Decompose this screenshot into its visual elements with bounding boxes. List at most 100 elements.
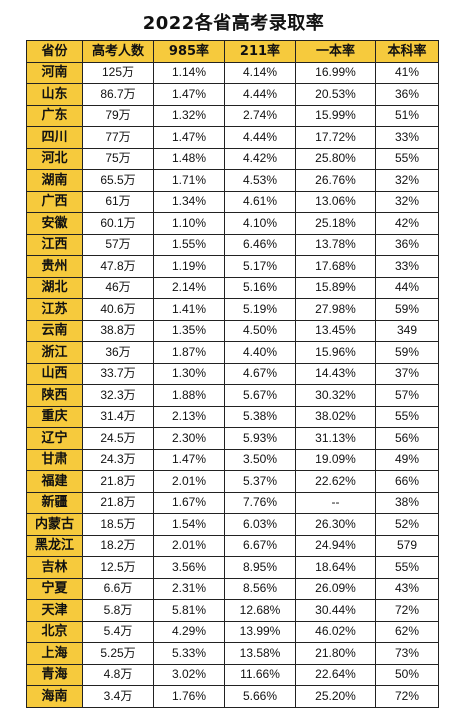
cell-first-tier-rate: 19.09% [295,448,376,471]
cell-211-rate: 12.68% [224,599,296,622]
cell-985-rate: 1.14% [153,61,225,84]
cell-985-rate: 1.10% [153,212,225,235]
cell-211-rate: 8.95% [224,556,296,579]
cell-first-tier-rate: 25.80% [295,147,376,170]
cell-province: 河南 [26,61,83,84]
cell-211-rate: 4.67% [224,362,296,385]
cell-exam-count: 38.8万 [82,319,154,342]
cell-exam-count: 12.5万 [82,556,154,579]
header-province: 省份 [26,40,83,63]
cell-985-rate: 1.55% [153,233,225,256]
cell-province: 广西 [26,190,83,213]
cell-211-rate: 7.76% [224,491,296,514]
cell-province: 云南 [26,319,83,342]
cell-exam-count: 3.4万 [82,685,154,708]
cell-bachelor-rate: 349 [375,319,439,342]
cell-985-rate: 1.47% [153,448,225,471]
cell-province: 甘肃 [26,448,83,471]
cell-985-rate: 3.02% [153,663,225,686]
cell-exam-count: 77万 [82,126,154,149]
cell-bachelor-rate: 579 [375,534,439,557]
cell-bachelor-rate: 55% [375,405,439,428]
cell-bachelor-rate: 59% [375,298,439,321]
cell-bachelor-rate: 32% [375,190,439,213]
table-row: 上海 5.25万 5.33% 13.58% 21.80% 73% [26,642,439,665]
cell-exam-count: 24.3万 [82,448,154,471]
table-row: 海南 3.4万 1.76% 5.66% 25.20% 72% [26,685,439,708]
cell-985-rate: 1.48% [153,147,225,170]
cell-985-rate: 1.34% [153,190,225,213]
table-row: 云南 38.8万 1.35% 4.50% 13.45% 349 [26,319,439,342]
cell-first-tier-rate: 15.99% [295,104,376,127]
cell-211-rate: 6.67% [224,534,296,557]
cell-985-rate: 1.35% [153,319,225,342]
header-bachelor-rate: 本科率 [375,40,439,63]
cell-first-tier-rate: 46.02% [295,620,376,643]
cell-211-rate: 4.10% [224,212,296,235]
cell-province: 天津 [26,599,83,622]
table-row: 北京 5.4万 4.29% 13.99% 46.02% 62% [26,620,439,643]
cell-bachelor-rate: 36% [375,83,439,106]
cell-exam-count: 46万 [82,276,154,299]
cell-first-tier-rate: 25.18% [295,212,376,235]
cell-bachelor-rate: 51% [375,104,439,127]
table-row: 河北 75万 1.48% 4.42% 25.80% 55% [26,147,439,170]
cell-bachelor-rate: 73% [375,642,439,665]
cell-985-rate: 2.14% [153,276,225,299]
cell-first-tier-rate: 22.62% [295,470,376,493]
cell-first-tier-rate: 24.94% [295,534,376,557]
cell-first-tier-rate: 26.30% [295,513,376,536]
cell-exam-count: 21.8万 [82,470,154,493]
header-exam-count: 高考人数 [82,40,154,63]
table-row: 陕西 32.3万 1.88% 5.67% 30.32% 57% [26,384,439,407]
cell-985-rate: 1.41% [153,298,225,321]
cell-first-tier-rate: 16.99% [295,61,376,84]
table-row: 湖北 46万 2.14% 5.16% 15.89% 44% [26,276,439,299]
cell-985-rate: 1.54% [153,513,225,536]
cell-985-rate: 1.19% [153,255,225,278]
cell-985-rate: 1.87% [153,341,225,364]
cell-211-rate: 5.67% [224,384,296,407]
cell-province: 安徽 [26,212,83,235]
cell-first-tier-rate: 22.64% [295,663,376,686]
cell-first-tier-rate: 13.45% [295,319,376,342]
cell-first-tier-rate: 31.13% [295,427,376,450]
table-row: 江西 57万 1.55% 6.46% 13.78% 36% [26,233,439,256]
table-row: 浙江 36万 1.87% 4.40% 15.96% 59% [26,341,439,364]
cell-985-rate: 2.30% [153,427,225,450]
table-row: 江苏 40.6万 1.41% 5.19% 27.98% 59% [26,298,439,321]
cell-exam-count: 33.7万 [82,362,154,385]
table-row: 天津 5.8万 5.81% 12.68% 30.44% 72% [26,599,439,622]
cell-province: 贵州 [26,255,83,278]
cell-province: 山东 [26,83,83,106]
cell-province: 湖北 [26,276,83,299]
cell-first-tier-rate: 27.98% [295,298,376,321]
cell-exam-count: 24.5万 [82,427,154,450]
table-row: 广东 79万 1.32% 2.74% 15.99% 51% [26,104,439,127]
cell-first-tier-rate: 26.09% [295,577,376,600]
cell-211-rate: 5.16% [224,276,296,299]
cell-province: 重庆 [26,405,83,428]
cell-exam-count: 36万 [82,341,154,364]
header-211-rate: 211率 [224,40,296,63]
header-row: 省份 高考人数 985率 211率 一本率 本科率 [26,40,439,63]
table-body: 河南 125万 1.14% 4.14% 16.99% 41% 山东 86.7万 1.47% 4.4… [26,61,439,708]
cell-985-rate: 3.56% [153,556,225,579]
cell-bachelor-rate: 38% [375,491,439,514]
table-row: 宁夏 6.6万 2.31% 8.56% 26.09% 43% [26,577,439,600]
cell-bachelor-rate: 33% [375,255,439,278]
cell-211-rate: 4.50% [224,319,296,342]
table-row: 安徽 60.1万 1.10% 4.10% 25.18% 42% [26,212,439,235]
cell-exam-count: 47.8万 [82,255,154,278]
cell-exam-count: 32.3万 [82,384,154,407]
header-first-tier-rate: 一本率 [295,40,376,63]
cell-211-rate: 5.37% [224,470,296,493]
table-row: 黑龙江 18.2万 2.01% 6.67% 24.94% 579 [26,534,439,557]
cell-211-rate: 3.50% [224,448,296,471]
cell-province: 内蒙古 [26,513,83,536]
cell-first-tier-rate: 30.44% [295,599,376,622]
header-985-rate: 985率 [153,40,225,63]
cell-exam-count: 86.7万 [82,83,154,106]
cell-first-tier-rate: 25.20% [295,685,376,708]
